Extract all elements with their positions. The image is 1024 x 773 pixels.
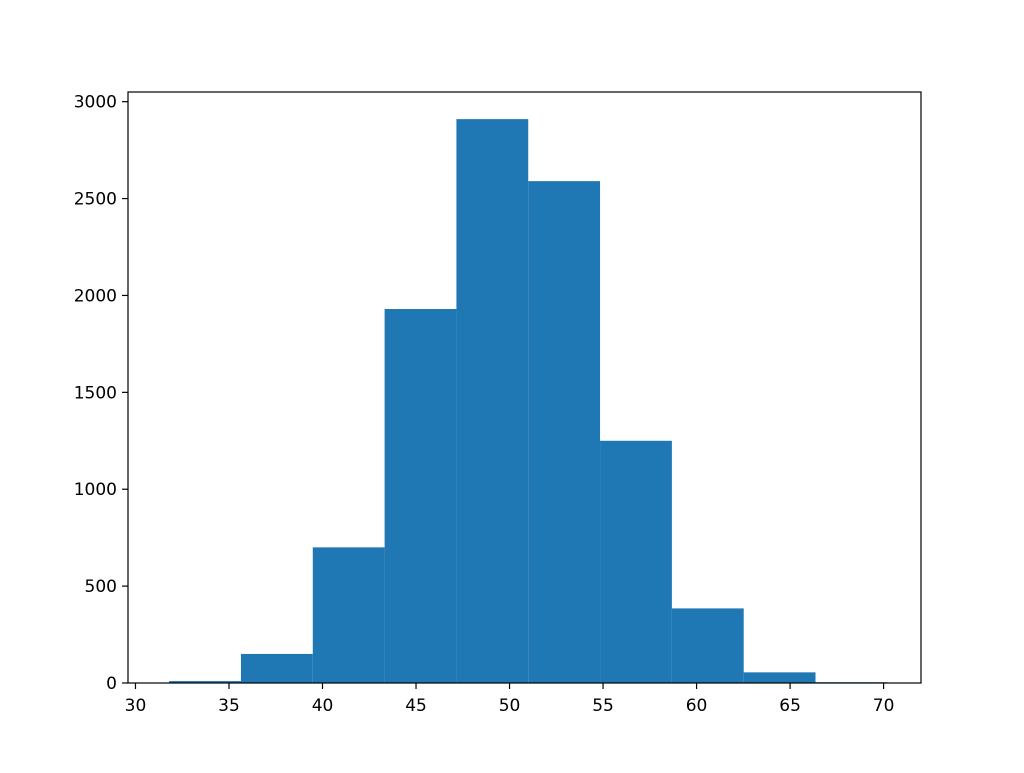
x-tick-label: 35: [218, 696, 240, 716]
x-axis: 30 35 40 45 50 55 60 65 70: [125, 683, 895, 716]
x-tick-label: 50: [499, 696, 521, 716]
histogram-bar: [671, 608, 744, 683]
histogram-bar: [456, 119, 529, 683]
y-tick-label: 3000: [74, 93, 117, 113]
y-tick-label: 0: [106, 674, 117, 694]
bars-group: [169, 119, 888, 683]
histogram-bar: [600, 440, 672, 683]
histogram-bar: [312, 547, 385, 683]
y-tick-label: 2500: [74, 190, 117, 210]
plot-area-frame: [127, 91, 922, 684]
y-tick-label: 2000: [74, 286, 117, 306]
histogram-bar: [384, 309, 457, 683]
x-tick-label: 40: [312, 696, 334, 716]
y-tick-label: 1500: [74, 383, 117, 403]
y-axis: 0 500 1000 1500 2000 2500 3000: [74, 93, 128, 694]
histogram-bar: [240, 653, 313, 683]
x-tick-label: 60: [686, 696, 708, 716]
histogram-bar: [528, 181, 601, 683]
y-tick-label: 1000: [74, 480, 117, 500]
histogram-bar: [743, 672, 816, 683]
x-tick-label: 70: [873, 696, 895, 716]
x-tick-label: 65: [779, 696, 801, 716]
histogram-bar: [169, 681, 241, 683]
x-tick-label: 30: [125, 696, 147, 716]
x-tick-label: 45: [405, 696, 427, 716]
x-tick-label: 55: [592, 696, 614, 716]
y-tick-label: 500: [85, 577, 117, 597]
